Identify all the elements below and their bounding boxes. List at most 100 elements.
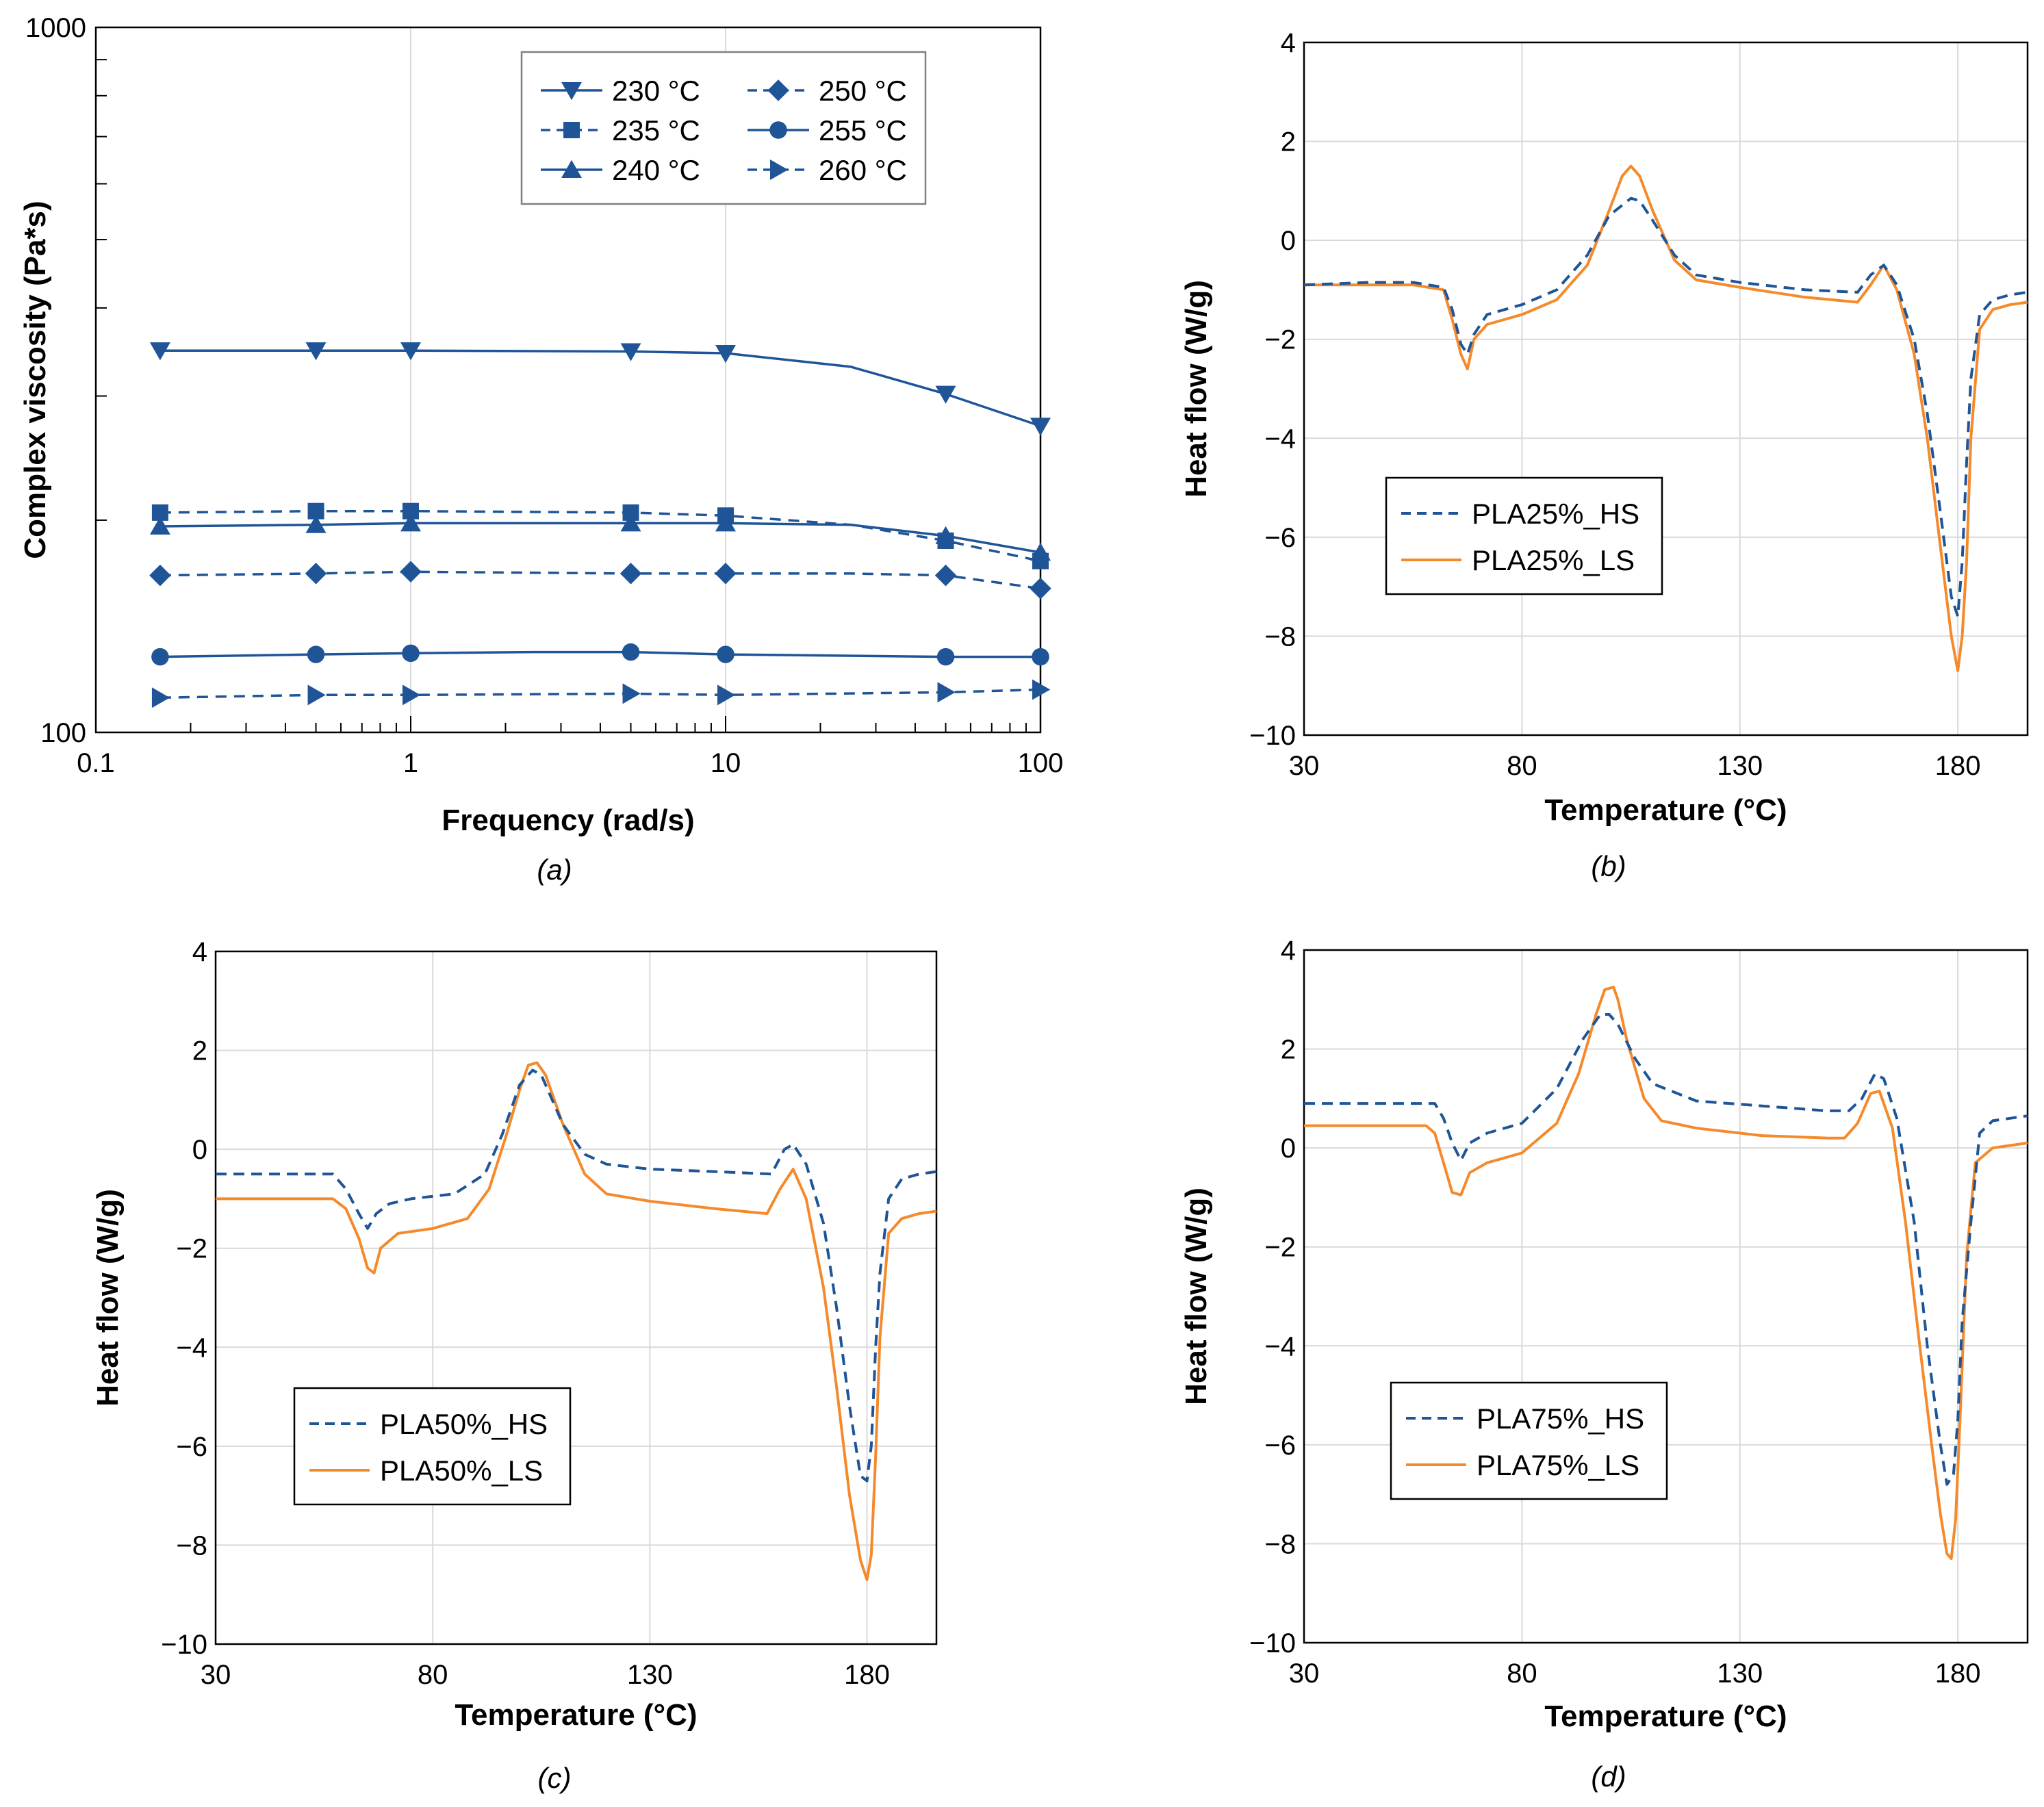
a-data-point [400,561,422,583]
b-y-tick-label: −4 [1264,424,1296,454]
d-series-line-1 [1304,986,2028,1561]
a-data-point [305,515,327,533]
a-data-point [400,342,421,361]
b-y-tick-label: −2 [1264,325,1296,355]
d-y-tick-label: −8 [1264,1529,1296,1559]
d-y-tick-label: −4 [1264,1331,1296,1361]
b-y-tick-label: 2 [1281,127,1296,157]
a-data-point [149,342,170,361]
c-series-line-1 [216,1061,937,1581]
a-data-point [305,563,327,585]
d-x-axis-title: Temperature (°C) [1544,1700,1787,1733]
a-data-point [935,385,956,404]
a-data-point [620,343,641,361]
c-y-tick-label: −6 [176,1432,207,1462]
c-y-axis-title: Heat flow (W/g) [91,1189,125,1407]
a-data-point [715,513,736,532]
d-y-tick-label: 2 [1281,1035,1296,1065]
d-y-tick-label: 4 [1281,936,1296,966]
d-series-line-0 [1304,1013,2028,1486]
a-legend-marker [561,82,582,101]
d-y-tick-label: −10 [1249,1628,1296,1658]
a-data-point [400,513,421,532]
a-data-point [1030,578,1051,600]
a-legend-label: 255 °C [819,114,907,146]
d-x-tick-label: 130 [1717,1658,1763,1689]
b-y-tick-label: −10 [1249,721,1296,751]
a-x-tick-label: 1 [403,748,418,778]
c-series-line-0 [216,1068,937,1483]
a-legend-label: 240 °C [612,154,700,186]
b-legend-box [1385,476,1663,595]
c-y-tick-label: −8 [176,1530,207,1561]
c-y-tick-label: 2 [192,1036,207,1066]
d-legend-label: PLA75%_HS [1477,1402,1644,1435]
d-x-tick-label: 30 [1289,1658,1320,1689]
a-y-axis-title: Complex viscosity (Pa*s) [18,201,52,559]
a-legend-box [520,51,927,205]
a-data-point [936,648,955,666]
a-data-point [1032,679,1051,700]
b-x-tick-label: 30 [1289,751,1320,781]
a-data-point [151,687,170,708]
a-data-point [402,644,420,663]
a-legend-marker [563,122,580,138]
a-legend-label: 250 °C [819,75,907,107]
a-data-point [619,563,642,585]
a-data-point [934,564,957,587]
c-y-tick-label: 4 [192,937,207,967]
c-legend-box [293,1387,572,1506]
a-data-point [305,342,327,361]
a-series-line-0 [159,349,1041,428]
a-data-point [937,682,956,703]
b-y-tick-label: 0 [1281,226,1296,256]
a-legend-label: 260 °C [819,154,907,186]
d-x-tick-label: 80 [1507,1658,1537,1689]
b-legend-label: PLA25%_LS [1472,544,1635,576]
c-x-axis-title: Temperature (°C) [455,1698,697,1732]
a-x-tick-label: 10 [711,748,741,778]
b-x-axis-title: Temperature (°C) [1544,793,1787,827]
c-x-tick-label: 130 [627,1660,673,1690]
a-data-point [307,684,326,706]
a-legend-label: 230 °C [612,75,700,107]
a-plot-frame [94,26,1042,734]
c-legend-label: PLA50%_HS [380,1408,548,1440]
a-data-point [715,345,736,363]
c-plot-frame [214,950,938,1645]
c-y-tick-label: −10 [161,1630,207,1660]
c-caption: (c) [538,1762,572,1794]
a-legend-marker [769,121,787,139]
a-data-point [620,513,641,532]
b-series-line-0 [1303,196,2028,618]
b-y-tick-label: −6 [1264,523,1296,553]
a-data-point [403,684,421,706]
a-data-point [935,526,956,544]
d-x-tick-label: 180 [1935,1658,1981,1689]
b-caption: (b) [1591,850,1626,882]
b-y-tick-label: −8 [1264,621,1296,652]
c-y-tick-label: 0 [192,1135,207,1165]
a-data-point [149,564,171,587]
b-x-tick-label: 80 [1507,751,1537,781]
a-legend-label: 235 °C [612,114,700,146]
c-x-tick-label: 180 [844,1660,890,1690]
c-y-tick-label: −2 [176,1234,207,1264]
c-x-tick-label: 80 [418,1660,448,1690]
a-x-tick-label: 0.1 [77,748,115,778]
a-series-line-3 [159,570,1041,590]
a-data-point [715,563,737,585]
a-legend-marker [767,79,789,101]
a-data-point [1032,648,1049,666]
a-series-line-2 [159,522,1041,554]
a-series-line-4 [159,650,1040,658]
d-legend-box [1390,1381,1668,1500]
b-plot-frame [1303,41,2029,736]
d-y-tick-label: 0 [1281,1133,1296,1164]
a-data-point [717,684,736,706]
b-y-axis-title: Heat flow (W/g) [1179,280,1213,498]
a-series-line-1 [159,509,1041,563]
a-data-point [307,645,325,663]
a-legend-marker [770,159,789,180]
